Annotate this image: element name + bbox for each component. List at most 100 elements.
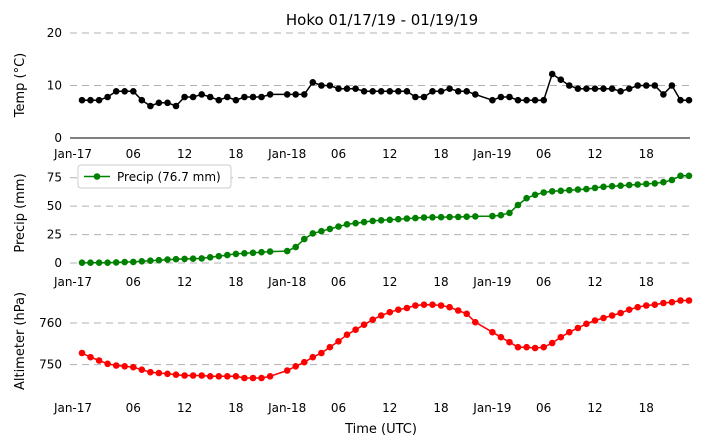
temp-data-point <box>326 82 334 89</box>
altimeter-data-point <box>625 306 633 314</box>
altimeter-data-point <box>138 366 146 374</box>
temp-data-point <box>241 93 248 101</box>
temp-data-point <box>677 96 684 104</box>
precip-data-point <box>685 172 693 180</box>
altimeter-xtick-label: 18 <box>228 401 243 415</box>
temp-xtick-label: 18 <box>639 147 654 161</box>
altimeter-data-point <box>198 372 205 379</box>
temp-data-point <box>189 93 197 101</box>
precip-data-point <box>437 213 445 221</box>
temp-data-point <box>266 91 274 98</box>
altimeter-xtick-label: 06 <box>536 401 551 415</box>
temp-data-point <box>634 82 641 89</box>
temp-xtick-label: Jan-17 <box>53 147 92 161</box>
precip-data-point <box>241 250 248 257</box>
precip-data-point <box>112 259 120 266</box>
temp-xtick-label: 18 <box>433 147 448 161</box>
precip-data-point <box>506 209 513 217</box>
precip-data-point <box>412 214 419 222</box>
precip-data-point <box>215 252 223 260</box>
precip-data-point <box>232 250 240 258</box>
precip-data-point <box>318 227 325 235</box>
altimeter-data-point <box>591 317 599 324</box>
precip-data-point <box>608 182 616 190</box>
temp-data-point <box>95 96 103 104</box>
altimeter-data-point <box>446 303 453 311</box>
precip-xtick-label: 12 <box>382 275 397 289</box>
precip-xtick-label: Jan-18 <box>267 275 306 289</box>
altimeter-data-point <box>531 344 539 352</box>
precip-data-point <box>78 259 86 267</box>
precip-data-point <box>651 180 659 187</box>
precip-xtick-label: 06 <box>126 275 141 289</box>
temp-data-point <box>130 88 137 95</box>
precip-ytick-label: 25 <box>47 228 62 242</box>
precip-data-point <box>343 221 351 228</box>
temp-data-point <box>181 93 188 101</box>
temp-xtick-label: 06 <box>331 147 346 161</box>
altimeter-data-point <box>506 338 513 346</box>
precip-data-point <box>463 213 471 220</box>
temp-xtick-label: 06 <box>126 147 141 161</box>
temp-data-point <box>668 82 676 89</box>
precip-data-point <box>557 187 565 195</box>
legend-box <box>77 164 232 189</box>
altimeter-data-point <box>566 328 573 336</box>
altimeter-xtick-label: 06 <box>331 401 346 415</box>
temp-panel: 0 10 20 Jan-17 06 12 18 Jan-18 06 12 18 Jan-19 06 12 1… <box>13 26 693 161</box>
altimeter-data-point <box>668 298 676 306</box>
temp-data-point <box>412 93 419 101</box>
temp-data-point <box>548 70 556 78</box>
precip-panel: 0 25 50 75 Jan-17 06 12 18 Jan-18 06 12 18 Jan-19 06 1… <box>13 164 693 289</box>
altimeter-data-point <box>420 301 428 309</box>
precip-data-point <box>335 223 342 230</box>
altimeter-data-point <box>514 343 522 351</box>
precip-data-point <box>489 212 496 220</box>
precip-data-point <box>566 186 573 194</box>
altimeter-xtick-label: 12 <box>382 401 397 415</box>
altimeter-data-point <box>104 360 111 368</box>
precip-series-line <box>82 175 689 264</box>
precip-data-point <box>446 213 453 221</box>
temp-data-point <box>557 76 565 83</box>
altimeter-data-point <box>412 302 419 309</box>
altimeter-data-point <box>283 367 291 374</box>
temp-data-point <box>472 91 479 98</box>
temp-data-point <box>87 96 94 104</box>
altimeter-data-point <box>472 318 479 326</box>
temp-xtick-label: 18 <box>228 147 243 161</box>
temp-data-point <box>617 88 624 95</box>
temp-data-point <box>403 88 411 95</box>
temp-data-point <box>292 91 300 98</box>
precip-xtick-label: 06 <box>331 275 346 289</box>
temp-data-point <box>583 85 590 92</box>
precip-data-point <box>360 218 368 226</box>
temp-data-point <box>429 88 436 95</box>
temp-data-point <box>600 85 607 92</box>
precip-data-point <box>224 251 231 259</box>
precip-data-point <box>454 213 462 221</box>
temp-data-point <box>121 88 128 95</box>
temp-data-point <box>206 93 214 101</box>
temp-data-point <box>685 96 693 104</box>
temp-data-point <box>386 88 394 95</box>
legend-marker-swatch <box>93 173 101 180</box>
precip-data-point <box>121 258 128 266</box>
temp-xtick-label: 12 <box>382 147 397 161</box>
temp-data-point <box>531 96 539 104</box>
altimeter-data-point <box>232 373 240 380</box>
precip-data-point <box>181 255 188 263</box>
altimeter-xtick-label: 18 <box>639 401 654 415</box>
precip-xtick-label: 06 <box>536 275 551 289</box>
precip-data-point <box>472 213 479 220</box>
altimeter-data-point <box>548 339 556 347</box>
altimeter-data-point <box>266 373 274 380</box>
temp-data-point <box>651 82 659 89</box>
altimeter-data-point <box>224 373 231 380</box>
temp-data-point <box>104 93 111 101</box>
temp-data-point <box>164 99 171 107</box>
temp-data-point <box>506 93 513 101</box>
precip-data-point <box>625 181 633 189</box>
altimeter-data-point <box>155 369 163 377</box>
